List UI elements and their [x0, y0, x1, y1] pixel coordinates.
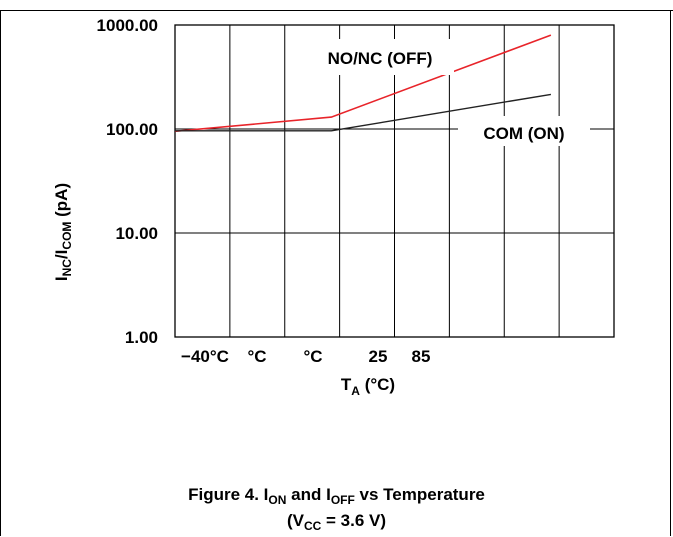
chart: 1000.00 100.00 10.00 1.00 −40°C °C °C 25 85 NO/…: [52, 16, 615, 398]
x-axis-label: TA (°C): [341, 375, 395, 398]
figure-caption-line-2: (VCC = 3.6 V): [286, 511, 387, 533]
label-backdrop: [458, 116, 590, 146]
y-tick-label: 10.00: [115, 224, 158, 243]
figure-caption-line-1: Figure 4. ION and IOFF vs Temperature: [188, 485, 485, 507]
label-backdrop: [296, 39, 454, 75]
y-axis-label: INC/ICOM (pA): [52, 183, 74, 281]
page-frame-right: [670, 10, 671, 536]
x-tick-label: 25: [369, 347, 388, 366]
x-tick-label: °C: [247, 347, 266, 366]
page-frame-left: [0, 10, 1, 536]
y-tick-label: 1000.00: [97, 16, 158, 35]
series-label-no-nc-off: NO/NC (OFF): [328, 49, 433, 68]
y-tick-labels: 1000.00 100.00 10.00 1.00: [97, 16, 158, 347]
x-tick-label: 85: [412, 347, 431, 366]
series-line-com-on: [175, 93, 552, 132]
y-tick-label: 100.00: [106, 120, 158, 139]
series-labels: NO/NC (OFF) COM (ON): [296, 39, 590, 146]
y-tick-label: 1.00: [125, 328, 158, 347]
x-tick-labels: −40°C °C °C 25 85: [181, 347, 430, 366]
x-tick-label: −40°C: [181, 347, 229, 366]
series-line-no-nc-off: [174, 34, 552, 133]
page-frame-top: [0, 0, 673, 11]
x-tick-label: °C: [303, 347, 322, 366]
series-group: [174, 34, 552, 133]
series-label-com-on: COM (ON): [483, 124, 564, 143]
